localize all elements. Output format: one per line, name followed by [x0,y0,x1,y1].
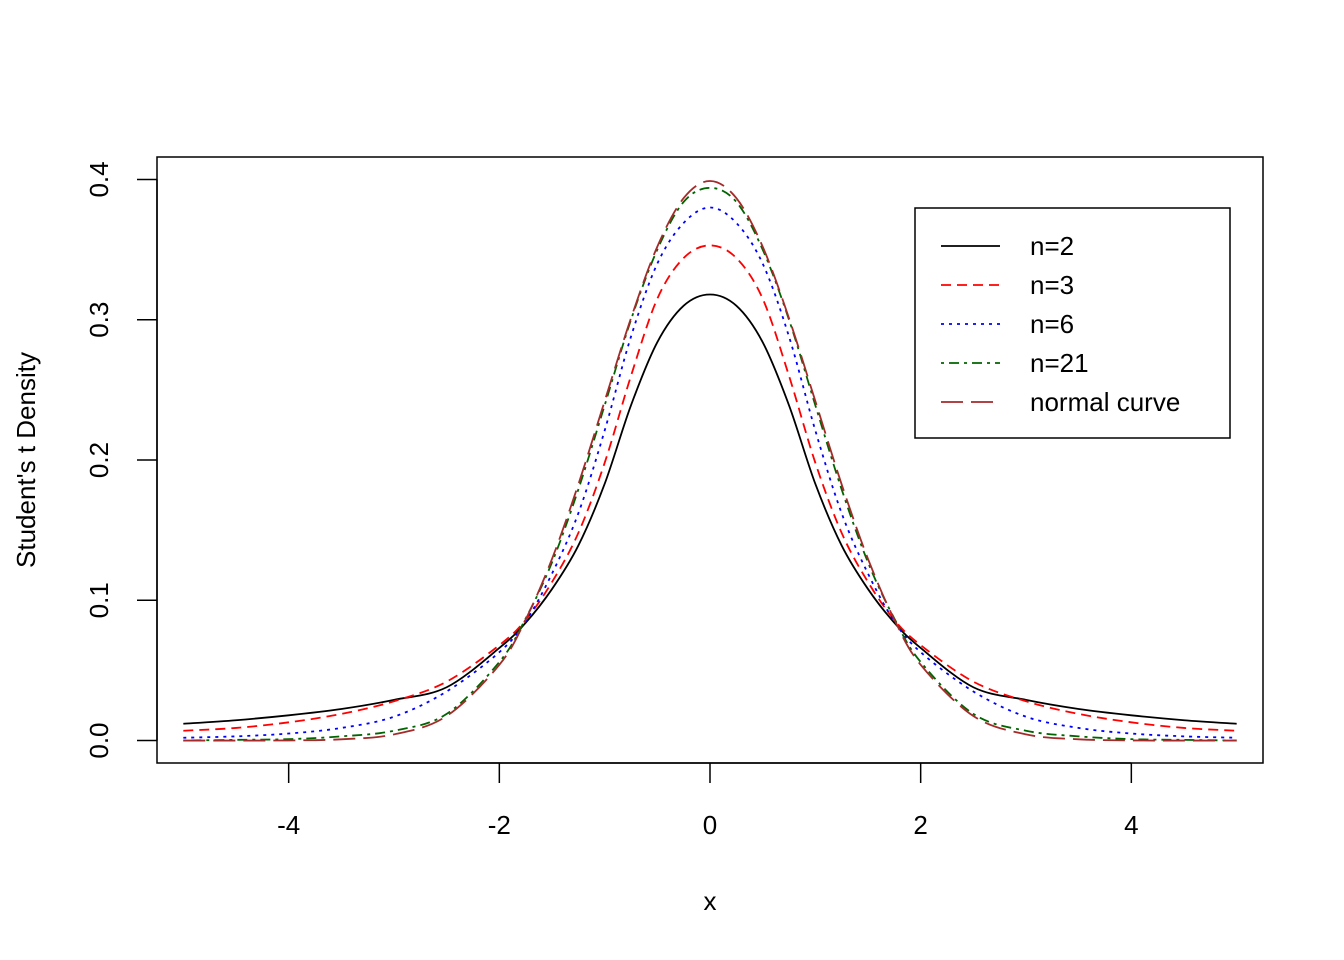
series-line-n-2 [183,293,1237,725]
x-tick-label: -2 [488,810,511,840]
legend: n=2 n=3 n=6 n=21 normal curve [914,207,1231,439]
y-tick-label: 0.4 [84,161,114,197]
x-axis: -4 -2 0 2 4 [277,762,1139,840]
series-line-normal-curve [183,180,1237,742]
y-tick-label: 0.1 [84,582,114,618]
y-axis: 0.0 0.1 0.2 0.3 0.4 [84,161,158,759]
legend-label: n=21 [1030,348,1089,378]
series-line-n-6 [183,206,1237,739]
y-axis-label: Student's t Density [11,352,41,568]
series-line-n-21 [183,186,1237,742]
legend-label: n=3 [1030,270,1074,300]
series-layer [183,180,1237,742]
x-axis-label: x [704,886,717,916]
y-tick-label: 0.3 [84,302,114,338]
x-tick-label: 4 [1124,810,1138,840]
series-line-n-3 [183,244,1237,732]
x-tick-label: 2 [913,810,927,840]
legend-label: normal curve [1030,387,1180,417]
y-tick-label: 0.2 [84,442,114,478]
legend-label: n=2 [1030,231,1074,261]
x-tick-label: -4 [277,810,300,840]
x-tick-label: 0 [703,810,717,840]
y-tick-label: 0.0 [84,722,114,758]
legend-label: n=6 [1030,309,1074,339]
